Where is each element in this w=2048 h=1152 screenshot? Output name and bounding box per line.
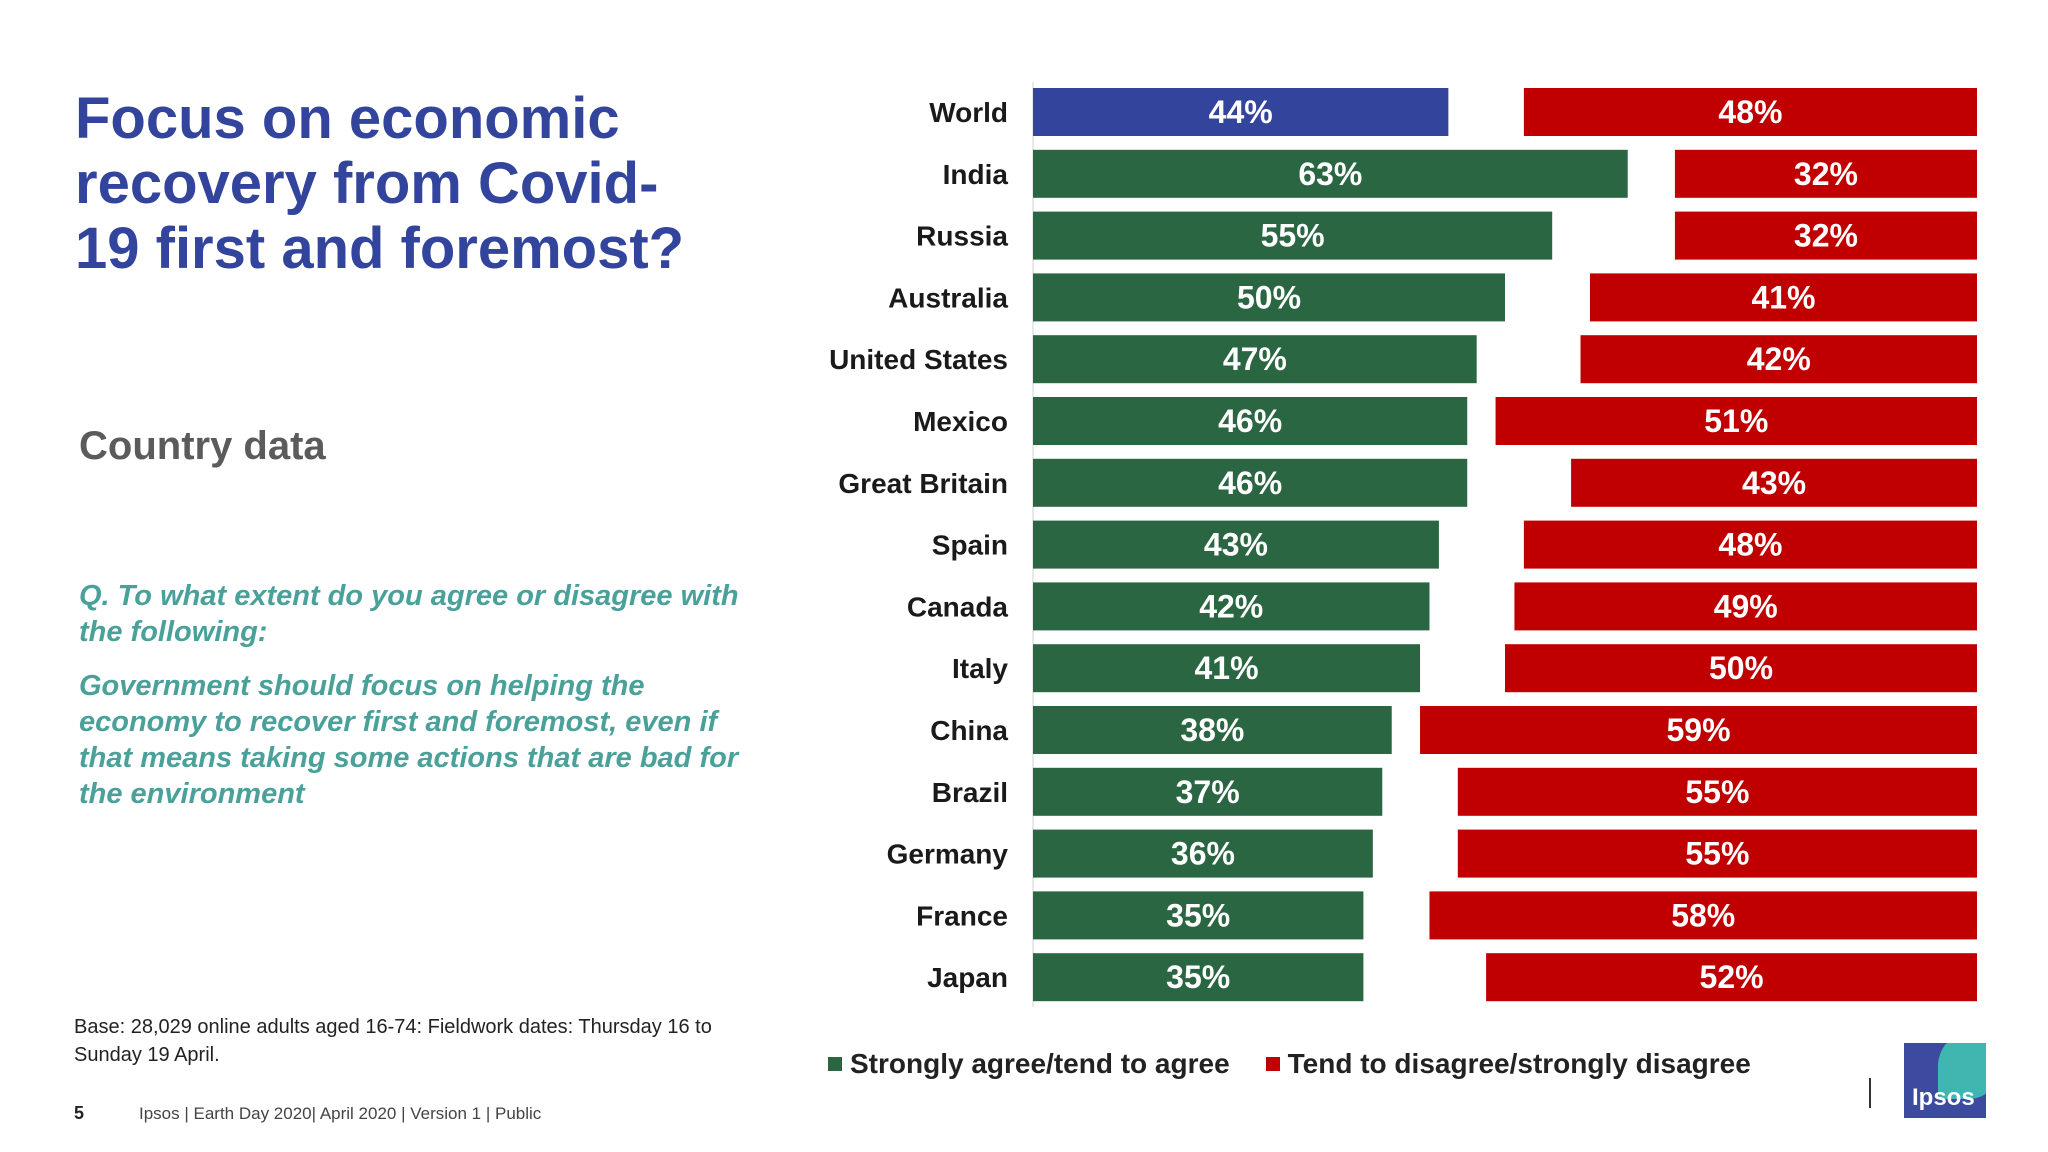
bar-agree xyxy=(1033,953,1364,1002)
bar-disagree-value-label: 48% xyxy=(1718,527,1782,563)
category-label: France xyxy=(916,900,1008,931)
category-label: Spain xyxy=(932,530,1008,561)
bar-agree xyxy=(1033,829,1373,878)
bar-disagree-value-label: 32% xyxy=(1794,218,1858,254)
page-title: Focus on economic recovery from Covid-19… xyxy=(75,86,685,281)
question-prompt: Q. To what extent do you agree or disagr… xyxy=(79,580,739,648)
chart-legend: Strongly agree/tend to agree Tend to dis… xyxy=(828,1048,1751,1080)
bar-agree-value-label: 43% xyxy=(1204,527,1268,563)
bar-disagree-value-label: 55% xyxy=(1685,774,1749,810)
bar-agree-value-label: 35% xyxy=(1166,959,1230,995)
category-label: Japan xyxy=(927,962,1008,993)
bar-agree xyxy=(1033,582,1430,631)
bar-disagree-value-label: 59% xyxy=(1666,712,1730,748)
bar-disagree-value-label: 51% xyxy=(1704,403,1768,439)
bar-agree-value-label: 38% xyxy=(1180,712,1244,748)
bar-agree-value-label: 47% xyxy=(1223,341,1287,377)
bar-disagree xyxy=(1495,397,1977,445)
bar-disagree xyxy=(1589,273,1977,322)
legend-swatch-agree xyxy=(828,1057,842,1071)
logo-text: Ipsos xyxy=(1912,1084,1975,1111)
bar-disagree-value-label: 58% xyxy=(1671,897,1735,933)
bar-agree-value-label: 36% xyxy=(1171,836,1235,872)
legend-swatch-disagree xyxy=(1265,1057,1280,1071)
bar-agree xyxy=(1033,211,1553,260)
bar-disagree xyxy=(1580,335,1977,384)
bar-disagree-value-label: 52% xyxy=(1700,959,1764,995)
category-label: Germany xyxy=(887,839,1009,870)
bar-agree xyxy=(1033,397,1468,445)
legend-item-disagree: Tend to disagree/strongly disagree xyxy=(1265,1048,1751,1080)
bar-disagree xyxy=(1571,458,1977,507)
bar-agree-value-label: 37% xyxy=(1176,774,1240,810)
ipsos-logo: Ipsos xyxy=(1904,1043,1986,1118)
base-note: Base: 28,029 online adults aged 16-74: F… xyxy=(74,1016,712,1066)
bar-disagree xyxy=(1457,767,1977,816)
footer-source: Ipsos | Earth Day 2020| April 2020 | Ver… xyxy=(139,1104,542,1123)
category-label: China xyxy=(930,715,1008,746)
page-subtitle: Country data xyxy=(79,424,326,468)
bar-agree-value-label: 41% xyxy=(1194,650,1258,686)
bar-disagree-value-label: 32% xyxy=(1794,156,1858,192)
legend-label-disagree: Tend to disagree/strongly disagree xyxy=(1287,1048,1751,1079)
legend-item-agree: Strongly agree/tend to agree xyxy=(828,1048,1230,1080)
bar-agree-value-label: 44% xyxy=(1209,94,1273,130)
bar-disagree xyxy=(1674,149,1977,198)
category-label: Brazil xyxy=(932,777,1008,808)
bar-disagree xyxy=(1523,520,1977,569)
bar-disagree xyxy=(1523,88,1977,136)
bar-agree-value-label: 55% xyxy=(1261,218,1325,254)
category-label: Canada xyxy=(907,591,1009,622)
bar-agree-value-label: 46% xyxy=(1218,465,1282,501)
bar-disagree-value-label: 48% xyxy=(1718,94,1782,130)
bar-agree xyxy=(1033,520,1439,569)
question-statement: Government should focus on helping the e… xyxy=(79,670,739,810)
bar-disagree xyxy=(1429,891,1977,940)
bar-agree xyxy=(1033,644,1421,693)
bar-disagree xyxy=(1514,582,1977,631)
bar-agree-value-label: 42% xyxy=(1199,588,1263,624)
bar-disagree-value-label: 43% xyxy=(1742,465,1806,501)
category-label: Russia xyxy=(916,221,1008,252)
bar-agree xyxy=(1033,149,1628,198)
category-label: Italy xyxy=(952,653,1008,684)
bar-agree xyxy=(1033,88,1449,136)
diverging-bar-chart: World 44% 48% India 63% 32% Russia 55% 32% Austra… xyxy=(829,82,1977,1007)
bar-disagree xyxy=(1505,644,1977,693)
bar-agree xyxy=(1033,458,1468,507)
page-number: 5 xyxy=(74,1103,85,1123)
category-label: Australia xyxy=(888,282,1008,313)
legend-label-agree: Strongly agree/tend to agree xyxy=(850,1048,1230,1079)
bar-disagree xyxy=(1486,953,1977,1002)
bar-disagree-value-label: 50% xyxy=(1709,650,1773,686)
bar-agree xyxy=(1033,891,1364,940)
bar-agree xyxy=(1033,273,1505,322)
bar-agree xyxy=(1033,706,1392,754)
bar-disagree-value-label: 41% xyxy=(1751,279,1815,315)
bar-disagree-value-label: 55% xyxy=(1685,836,1749,872)
bar-agree xyxy=(1033,767,1383,816)
category-label: World xyxy=(929,97,1008,128)
category-label: Mexico xyxy=(913,406,1008,437)
logo-divider xyxy=(1869,1078,1871,1108)
bar-disagree xyxy=(1457,829,1977,878)
bar-disagree xyxy=(1674,211,1977,260)
category-label: Great Britain xyxy=(838,468,1008,499)
bar-agree-value-label: 35% xyxy=(1166,897,1230,933)
bar-disagree xyxy=(1420,706,1977,754)
bar-disagree-value-label: 42% xyxy=(1747,341,1811,377)
category-label: India xyxy=(943,159,1009,190)
bar-agree-value-label: 50% xyxy=(1237,279,1301,315)
bar-agree-value-label: 46% xyxy=(1218,403,1282,439)
bar-disagree-value-label: 49% xyxy=(1714,588,1778,624)
category-label: United States xyxy=(829,344,1008,375)
logo-shape-icon xyxy=(1938,1043,1986,1099)
bar-agree xyxy=(1033,335,1477,384)
bar-agree-value-label: 63% xyxy=(1298,156,1362,192)
